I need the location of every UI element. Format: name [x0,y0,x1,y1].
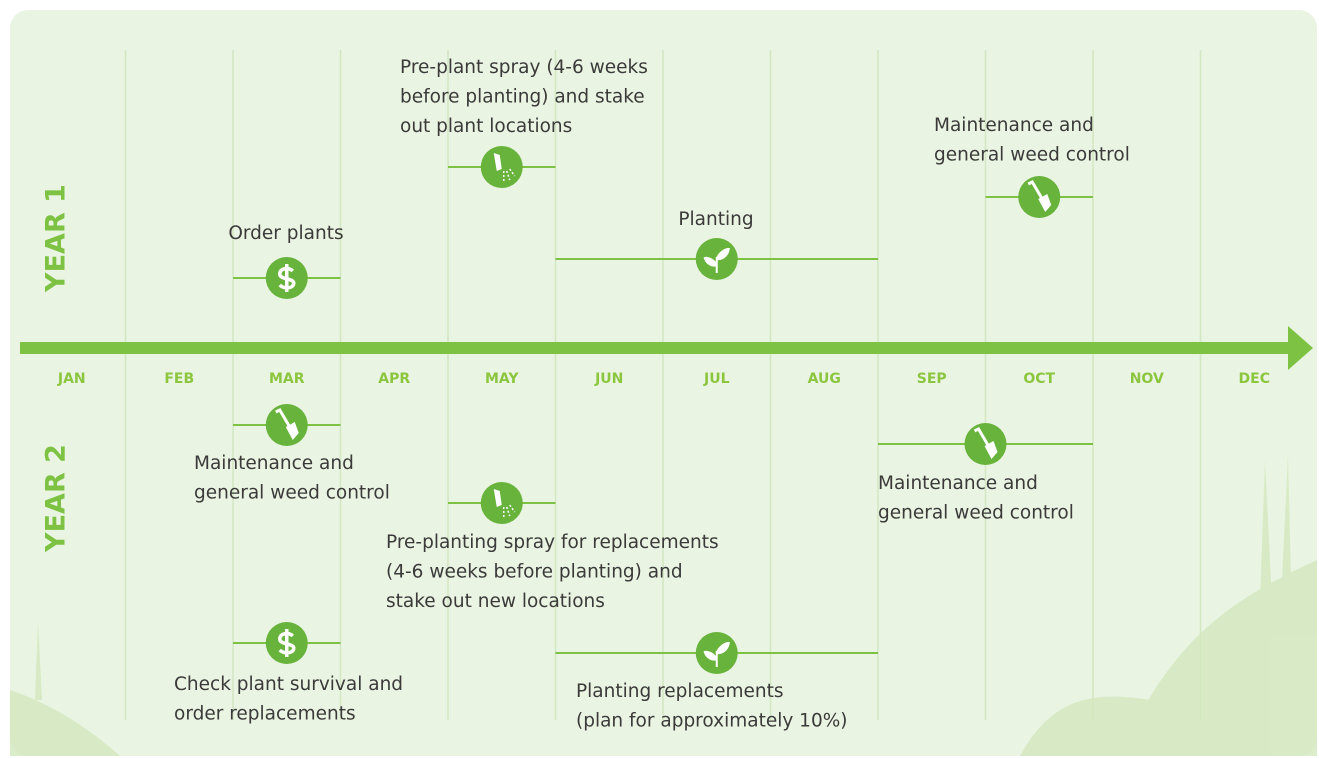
month-label: MAR [269,371,305,387]
event-text: Check plant survival and [174,674,403,695]
month-label: OCT [1023,371,1055,387]
month-label: DEC [1239,371,1270,387]
month-label: AUG [808,371,841,387]
event-text: Pre-planting spray for replacements [386,532,719,553]
event-text: Maintenance and [934,115,1094,136]
event-text: before planting) and stake [400,87,645,108]
event-text: stake out new locations [386,591,605,612]
timeline-diagram: YEAR 1 YEAR 2 JAN FEB MAR APR MAY JUN JUL AUG SE… [0,0,1319,758]
event-text: general weed control [934,145,1130,166]
event-text: Pre-plant spray (4-6 weeks [400,57,648,78]
month-label: APR [378,371,410,387]
month-label: NOV [1130,371,1164,387]
year-label: YEAR 2 [41,444,72,553]
month-label: JUN [594,371,623,387]
event-text: Planting [678,209,753,230]
event-text: Planting replacements [576,681,783,702]
event-icon [481,146,523,188]
event-text: (4-6 weeks before planting) and [386,562,683,583]
event-text: out plant locations [400,116,572,137]
month-label: JUL [703,371,730,387]
month-label: JAN [57,371,86,387]
month-label: MAY [485,371,519,387]
event-text: general weed control [878,503,1074,524]
month-label: FEB [164,371,194,387]
event-icon [266,404,308,446]
event-icon [481,482,523,524]
month-label: SEP [917,371,947,387]
event-text: Maintenance and [878,473,1038,494]
event-text: Order plants [228,223,343,244]
event-text: general weed control [194,483,390,504]
year-label: YEAR 1 [41,184,72,293]
event-text: order replacements [174,704,356,725]
event-text: (plan for approximately 10%) [576,711,848,732]
event-icon [1018,176,1060,218]
event-text: Maintenance and [194,453,354,474]
event-icon [965,423,1007,465]
